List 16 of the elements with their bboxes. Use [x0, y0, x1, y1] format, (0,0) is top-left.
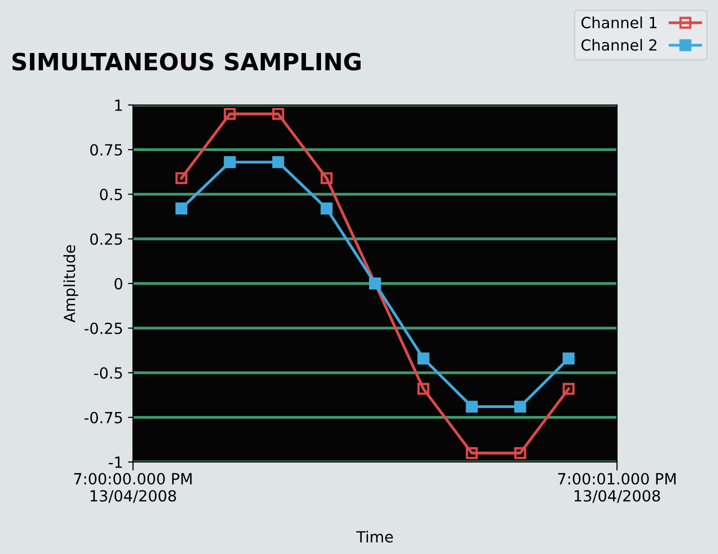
text: 7:00:01.000 PM 13/04/2008 — [558, 472, 676, 503]
chart-title: SIMULTANEOUS SAMPLING — [12, 52, 361, 71]
y-tick-label: -1 — [108, 456, 122, 468]
y-tick-label: 0 — [114, 278, 122, 290]
y-tick-label: 0.25 — [90, 233, 122, 245]
legend-label: Channel 2 — [581, 38, 656, 51]
y-tick-label: 0.75 — [90, 144, 122, 156]
y-tick-label: 1 — [115, 100, 122, 111]
y-tick-label: -0.5 — [94, 367, 122, 379]
text: 7:00:00.000 PM 13/04/2008 — [74, 472, 192, 503]
y-axis-title: Amplitude — [63, 245, 78, 323]
y-tick-label: -0.75 — [84, 412, 122, 424]
legend-label: Channel 1 — [581, 16, 656, 28]
y-tick-label: -0.25 — [84, 322, 122, 334]
y-tick-label: 0.5 — [100, 188, 122, 200]
x-axis-title: Time — [356, 530, 393, 543]
